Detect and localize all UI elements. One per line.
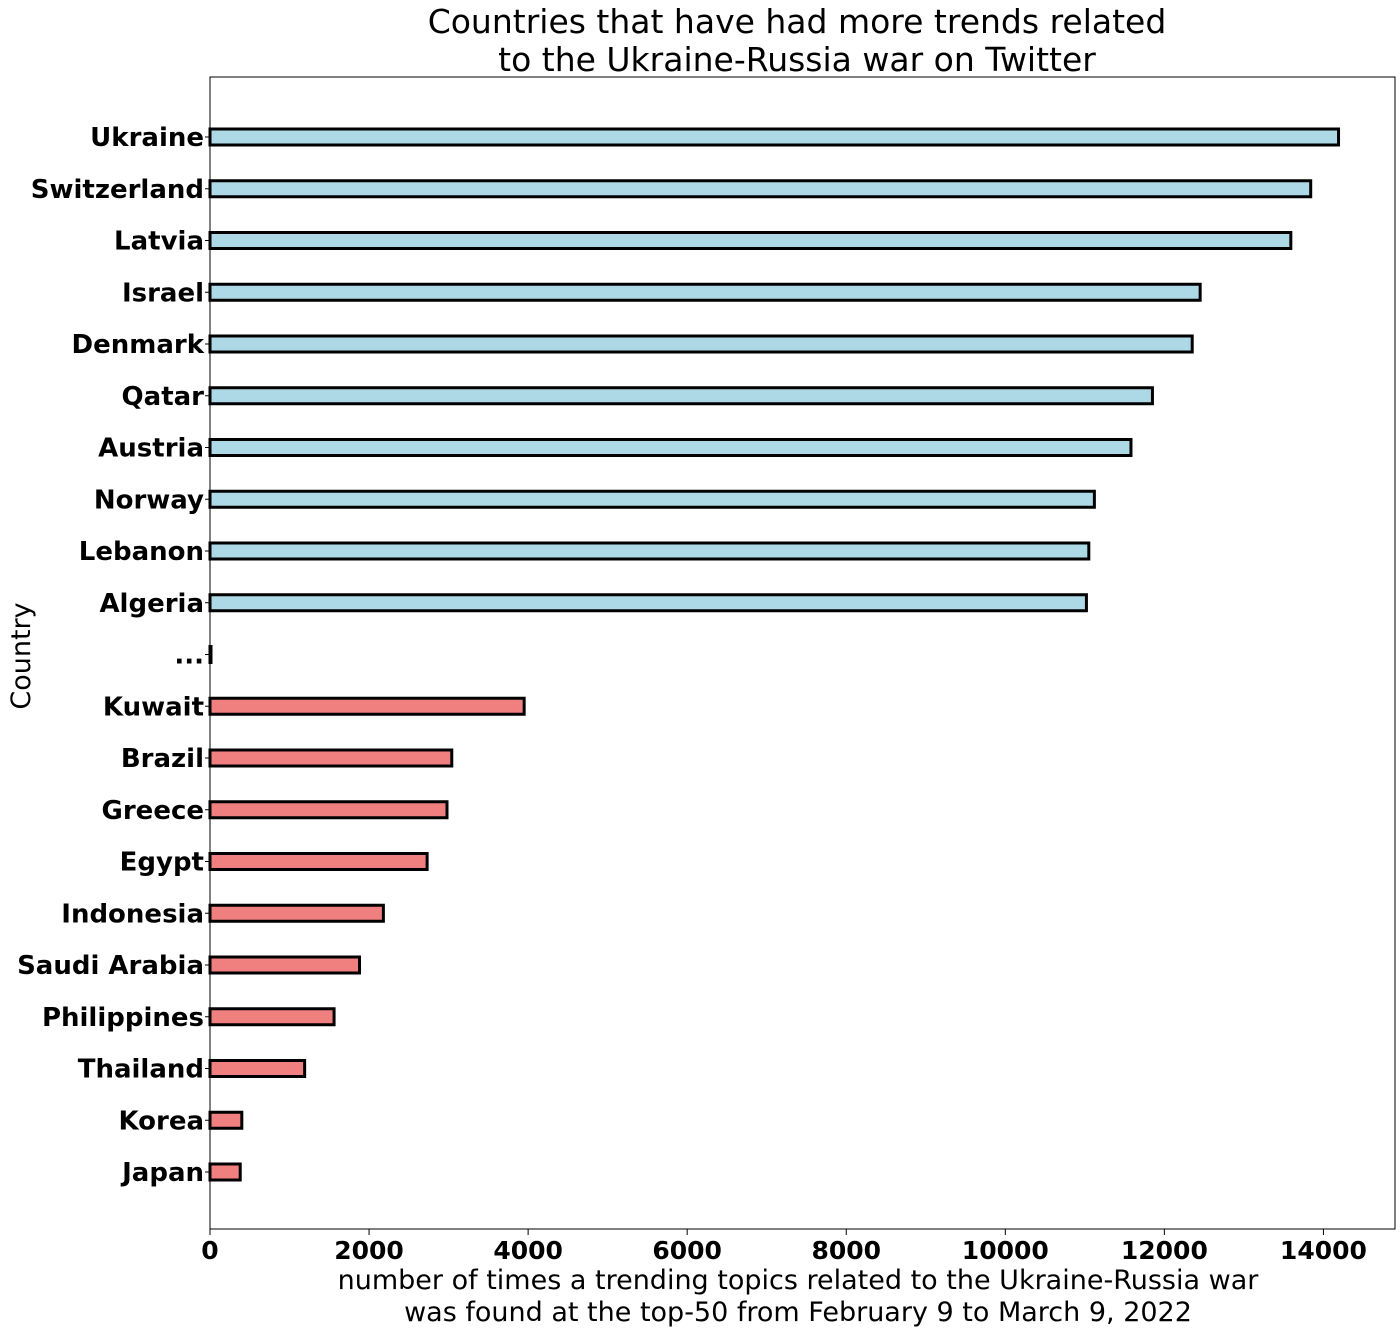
bar-korea <box>208 1110 244 1130</box>
bar-norway <box>208 489 1096 509</box>
category-label: Korea <box>118 1106 204 1136</box>
category-label: Egypt <box>120 848 204 878</box>
bar-latvia <box>208 231 1293 250</box>
bar-indonesia <box>208 903 385 923</box>
x-tick-label: 2000 <box>334 1236 404 1265</box>
category-label: ... <box>174 641 204 671</box>
bar-philippines <box>208 1007 336 1027</box>
bar-greece <box>208 800 449 820</box>
chart-title: Countries that have had more trends rela… <box>428 2 1167 79</box>
category-label: Indonesia <box>61 899 204 929</box>
category-label: Switzerland <box>31 175 204 205</box>
category-label: Austria <box>98 434 204 464</box>
bar-algeria <box>208 593 1088 613</box>
category-label: Latvia <box>114 227 204 257</box>
bar-egypt <box>208 852 429 871</box>
category-label: Algeria <box>99 589 204 619</box>
category-labels: Ukraine Switzerland Latvia Israel Denmark Qat… <box>17 123 210 1188</box>
plot-frame <box>209 76 1396 1230</box>
category-label: Philippines <box>42 1003 204 1033</box>
bar-japan <box>208 1162 242 1182</box>
x-tick-label: 10000 <box>962 1236 1049 1265</box>
category-label: Brazil <box>121 744 204 774</box>
bar-switzerland <box>208 179 1313 199</box>
bar-austria <box>208 438 1133 457</box>
x-tick-label: 14000 <box>1280 1236 1367 1265</box>
category-label: Denmark <box>72 330 205 360</box>
category-label: Lebanon <box>79 537 204 567</box>
bar-israel <box>208 282 1202 302</box>
bar-kuwait <box>208 696 526 716</box>
x-tick-label: 8000 <box>811 1236 881 1265</box>
bar-denmark <box>208 334 1194 354</box>
x-tick-label: 12000 <box>1121 1236 1208 1265</box>
category-label: Norway <box>94 485 204 515</box>
category-label: Japan <box>120 1158 204 1188</box>
category-label: Kuwait <box>103 692 204 722</box>
bar-saudi-arabia <box>208 955 362 975</box>
category-label: Thailand <box>78 1055 204 1085</box>
category-label: Saudi Arabia <box>17 951 204 981</box>
x-axis-ticks: 0 2000 4000 6000 8000 10000 12000 14000 <box>201 1229 1367 1265</box>
category-label: Qatar <box>122 382 205 412</box>
y-axis-label: Country <box>6 602 37 709</box>
bars-group <box>208 127 1341 1182</box>
bar-lebanon <box>208 541 1091 561</box>
bar-qatar <box>208 386 1154 406</box>
bar-ukraine <box>208 127 1341 147</box>
x-axis-label: number of times a trending topics relate… <box>338 1265 1260 1328</box>
x-tick-label: 4000 <box>493 1236 563 1265</box>
category-label: Greece <box>102 796 204 826</box>
category-label: Ukraine <box>90 123 204 153</box>
x-tick-label: 6000 <box>652 1236 722 1265</box>
category-label: Israel <box>122 278 204 308</box>
bar-brazil <box>208 748 454 768</box>
bar-thailand <box>208 1059 307 1078</box>
x-tick-label: 0 <box>201 1236 218 1265</box>
